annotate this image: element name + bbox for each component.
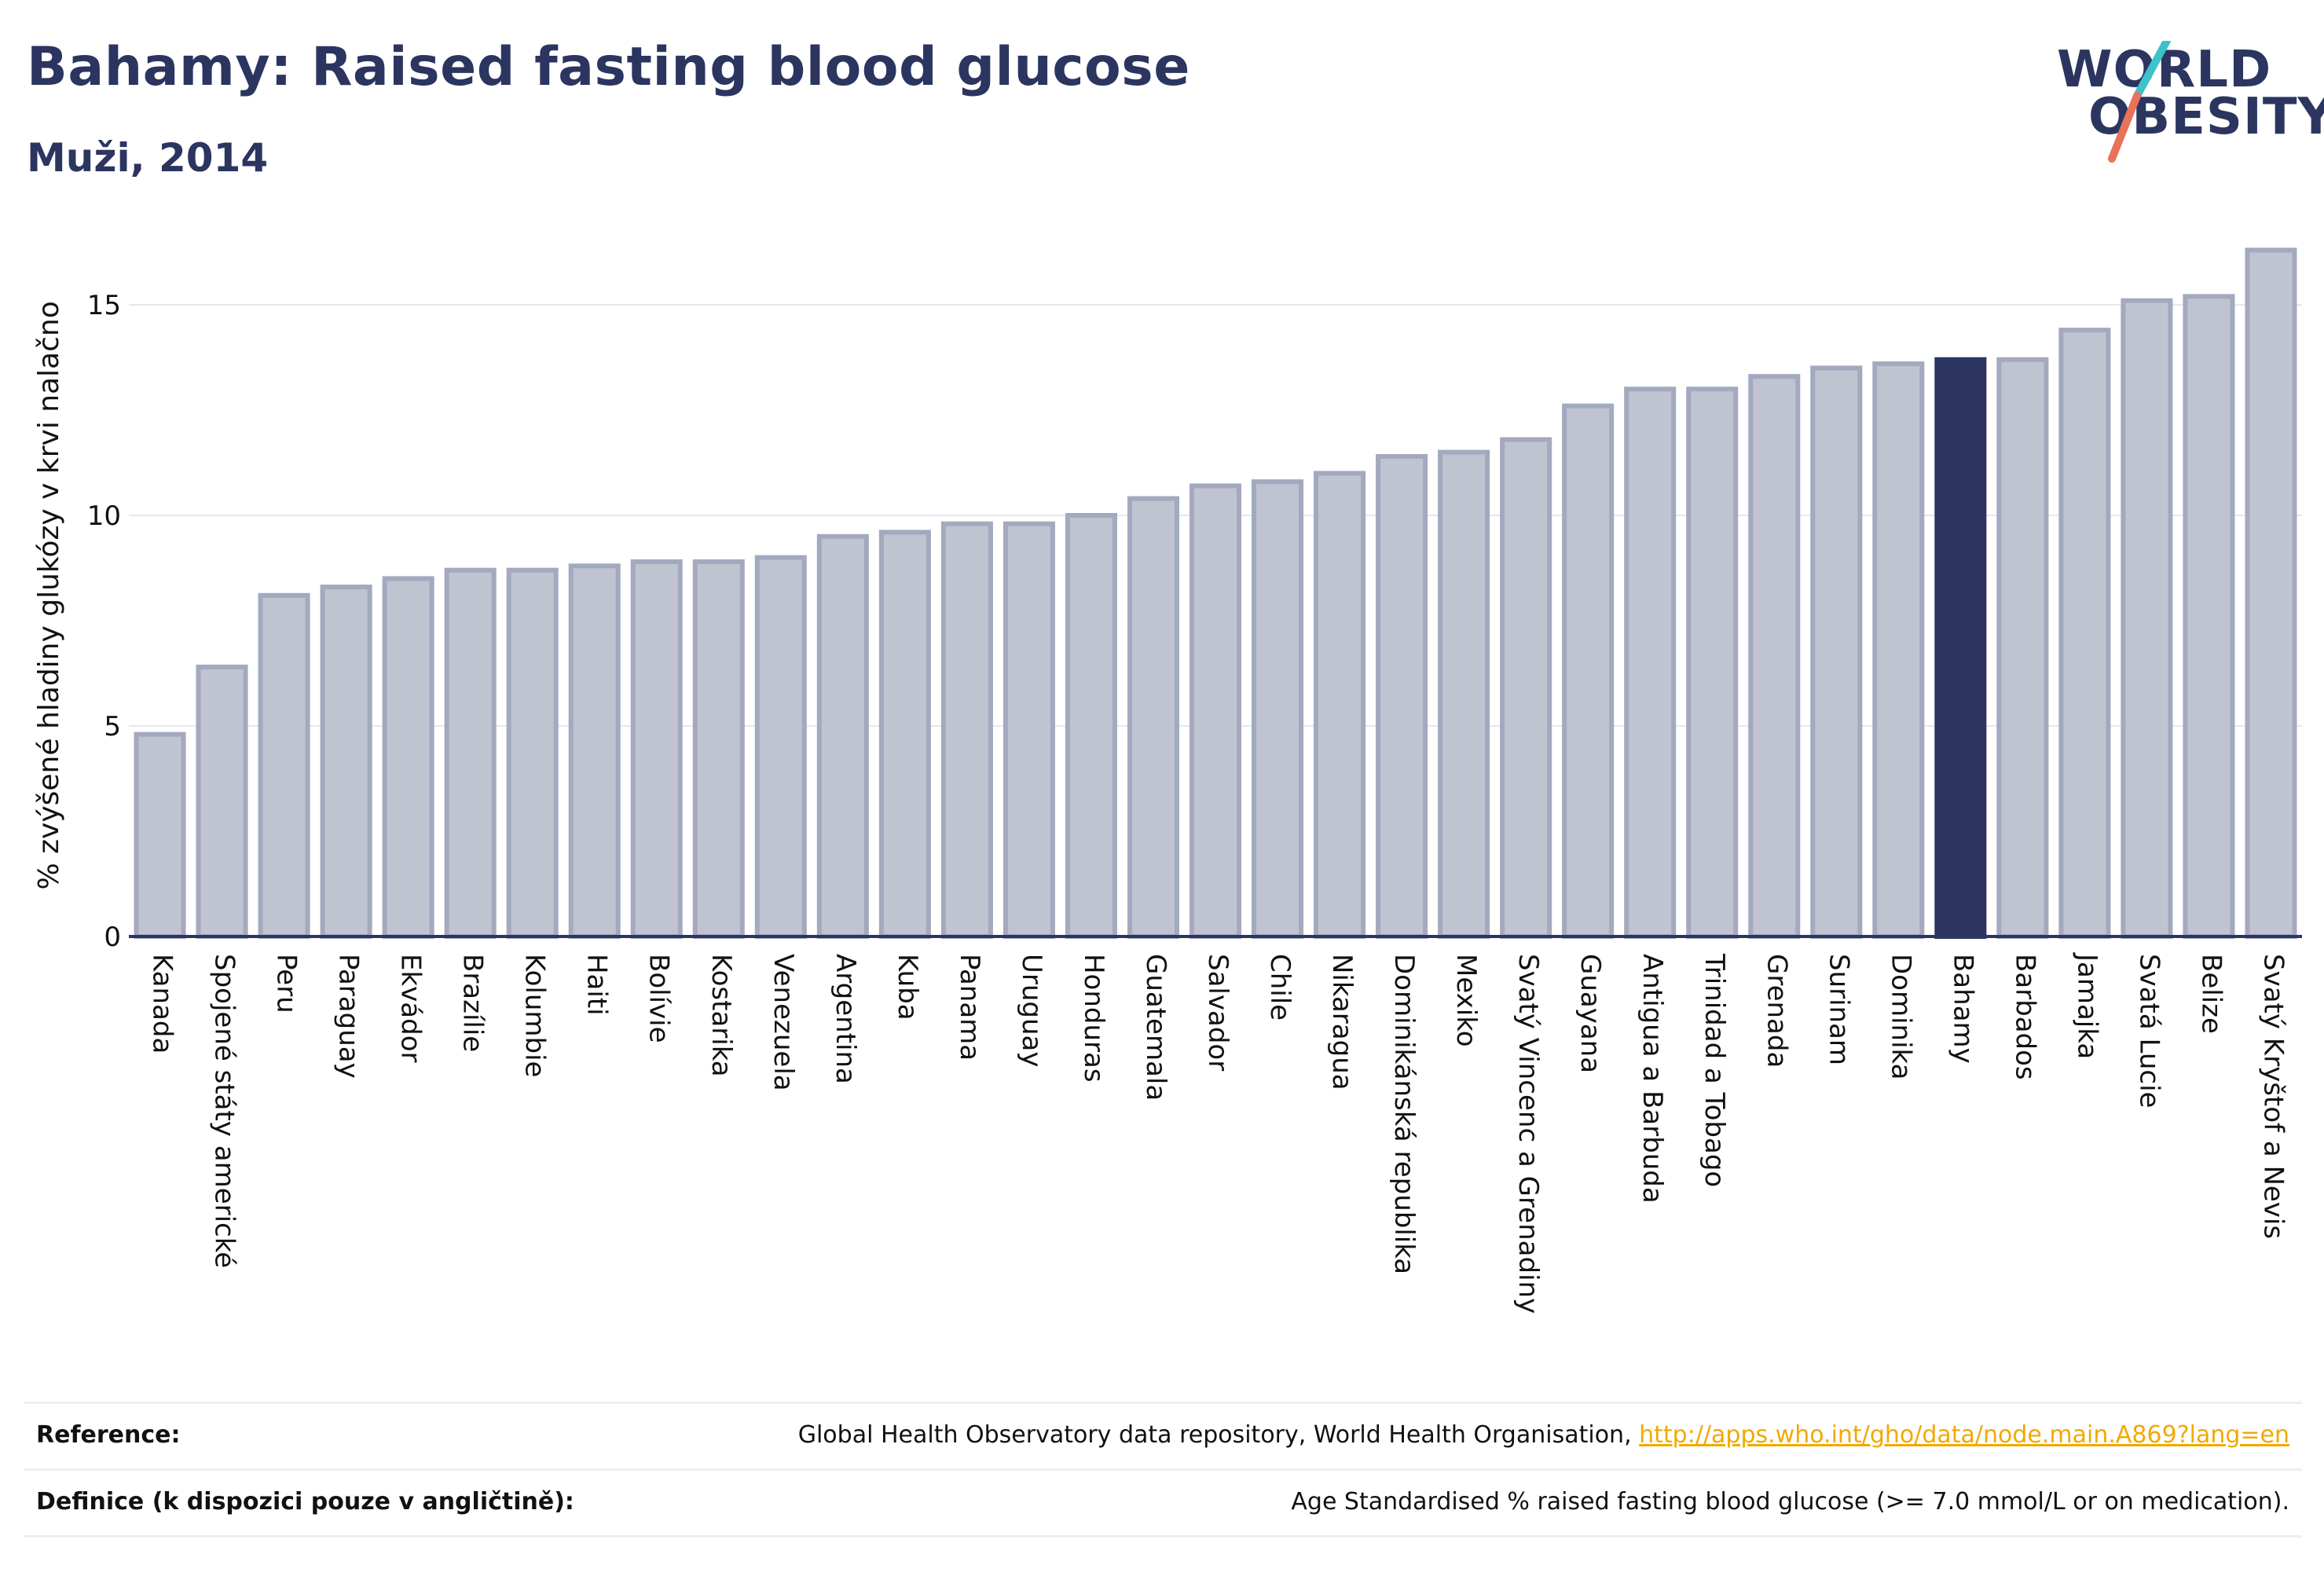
x-tick-label: Nikaragua (1326, 954, 1358, 1090)
x-tick-label: Argentina (830, 954, 861, 1084)
footer-table: Reference: Global Health Observatory dat… (24, 1402, 2302, 1538)
x-tick-label: Guayana (1574, 954, 1606, 1073)
x-tick-label: Spojené státy americké (209, 954, 240, 1268)
bar (2183, 294, 2235, 939)
chart-title: Bahamy: Raised fasting blood glucose (27, 36, 1190, 98)
x-tick-label: Svatý Vincenc a Grenadiny (1512, 954, 1544, 1314)
bar (1376, 453, 1428, 939)
bar (1686, 387, 1739, 939)
x-tick-label: Grenada (1761, 954, 1792, 1068)
bars (134, 247, 2297, 940)
y-tick-label: 15 (87, 290, 121, 321)
x-tick-label: Kolumbie (519, 954, 551, 1077)
reference-text: Global Health Observatory data repositor… (797, 1421, 1640, 1449)
x-tick-label: Bahamy (1947, 954, 1978, 1064)
logo-slash-icon (2108, 41, 2171, 163)
bar (2245, 247, 2297, 939)
bar-chart: 0 5 10 15 Kanada Spojené státy americké Peru P… (33, 247, 2302, 1314)
x-tick-label: Ekvádor (395, 954, 427, 1063)
bar (258, 592, 310, 939)
chart-subtitle: Muži, 2014 (27, 135, 269, 181)
reference-label: Reference: (36, 1421, 181, 1449)
x-tick-label: Guatemala (1140, 954, 1171, 1101)
bar (1189, 483, 1242, 940)
bar (506, 567, 559, 939)
bar (1624, 387, 1677, 939)
bar (2058, 328, 2111, 940)
bar (940, 521, 993, 940)
x-tick-label: Chile (1264, 954, 1296, 1021)
reference-link[interactable]: http://apps.who.int/gho/data/node.main.A… (1639, 1421, 2289, 1449)
bar (692, 559, 745, 939)
definition-value: Age Standardised % raised fasting blood … (1291, 1488, 2289, 1516)
x-tick-label: Trinidad a Tobago (1699, 953, 1730, 1187)
bar (1872, 361, 1925, 940)
reference-value: Global Health Observatory data repositor… (798, 1421, 2289, 1449)
bar (878, 530, 931, 939)
x-tick-label: Honduras (1078, 954, 1109, 1083)
x-tick-label: Belize (2195, 954, 2227, 1034)
x-tick-label: Dominikánská republika (1388, 954, 1420, 1274)
y-tick-label: 5 (104, 711, 121, 742)
bar (1996, 357, 2049, 939)
bar (196, 664, 248, 940)
y-axis-title: % zvýšené hladiny glukózy v krvi nalačno (33, 301, 65, 889)
x-tick-label: Paraguay (333, 954, 365, 1079)
x-tick-label: Mexiko (1450, 954, 1482, 1047)
x-tick-label: Kanada (147, 954, 178, 1054)
definition-row: Definice (k dispozici pouze v angličtině… (24, 1468, 2302, 1538)
x-tick-label: Kuba (892, 954, 923, 1021)
bar (1314, 471, 1366, 939)
x-tick-label: Jamajka (2071, 952, 2102, 1059)
x-tick-label: Antigua a Barbuda (1637, 954, 1668, 1204)
bar (1438, 449, 1490, 940)
bar (630, 559, 683, 939)
bar (444, 567, 497, 939)
bar (134, 731, 186, 939)
bar (320, 585, 372, 939)
x-tick-label: Salvador (1202, 954, 1233, 1071)
bar (1500, 437, 1552, 939)
x-tick-label: Dominika (1885, 954, 1916, 1079)
bar (382, 576, 434, 939)
reference-row: Reference: Global Health Observatory dat… (24, 1402, 2302, 1468)
x-tick-label: Venezuela (768, 954, 799, 1091)
bar (2121, 298, 2173, 939)
x-tick-label: Uruguay (1016, 954, 1047, 1068)
bar (1810, 365, 1863, 939)
x-tick-label: Svatý Kryštof a Nevis (2257, 954, 2289, 1239)
bar (1748, 374, 1801, 939)
x-tick-label: Svatá Lucie (2133, 954, 2165, 1108)
x-tick-label: Bolívie (643, 954, 675, 1043)
y-tick-label: 0 (104, 922, 121, 953)
bar (1562, 403, 1615, 939)
definition-label: Definice (k dispozici pouze v angličtině… (36, 1488, 574, 1516)
x-tick-label: Haiti (581, 954, 613, 1016)
x-tick-label: Peru (271, 954, 302, 1013)
bar (1003, 521, 1055, 940)
bar (568, 563, 621, 939)
bar (1251, 479, 1304, 939)
x-tick-label: Brazílie (457, 954, 489, 1052)
x-tick-label: Surinam (1823, 954, 1854, 1065)
bar (816, 533, 869, 939)
x-tick-label: Barbados (2009, 954, 2040, 1080)
bar (1065, 513, 1117, 939)
x-tick-label: Panama (954, 954, 985, 1061)
x-tick-label: Kostarika (706, 954, 737, 1077)
y-tick-label: 10 (87, 500, 121, 532)
bar (1127, 496, 1180, 939)
y-axis-ticks: 0 5 10 15 (87, 290, 121, 953)
world-obesity-logo: WORLD OBESITY (2051, 41, 2324, 167)
x-axis-ticks: Kanada Spojené státy americké Peru Paraguay… (147, 952, 2289, 1314)
bar-highlight (1934, 357, 1987, 939)
bar (754, 555, 807, 939)
